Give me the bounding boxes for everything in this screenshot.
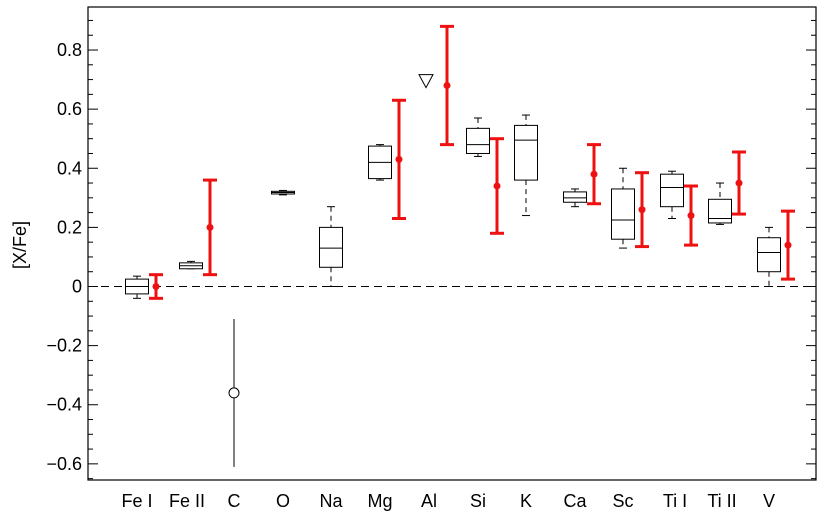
- y-tick-label: 0.4: [57, 158, 82, 178]
- errorbar-point: [784, 241, 792, 249]
- y-tick-label: −0.4: [46, 395, 82, 415]
- box-plots: [125, 114, 781, 299]
- x-tick-label-v: V: [763, 491, 775, 511]
- box-sc: [611, 167, 635, 249]
- box-body: [757, 237, 781, 273]
- x-tick-label-o: O: [276, 491, 290, 511]
- x-tick-label-ti-ii: Ti II: [707, 491, 736, 511]
- y-tick-label: −0.2: [46, 336, 82, 356]
- x-tick-label-ti-i: Ti I: [663, 491, 687, 511]
- errorbar-v: [781, 209, 795, 281]
- x-tick-label-al: Al: [421, 491, 437, 511]
- x-tick-label-sc: Sc: [612, 491, 633, 511]
- x-tick-label-k: K: [520, 491, 532, 511]
- box-k: [514, 114, 538, 217]
- errorbar-point: [687, 212, 695, 220]
- x-tick-label-fe-ii: Fe II: [169, 491, 205, 511]
- red-error-bars: [149, 24, 795, 300]
- al-upper-limit-triangle: [418, 74, 434, 89]
- errorbar-fe-i: [149, 273, 163, 300]
- y-tick-label: 0: [72, 277, 82, 297]
- errorbar-ti-i: [684, 184, 698, 247]
- box-ti-ii: [708, 182, 732, 225]
- errorbar-si: [490, 137, 504, 235]
- x-tick-label-si: Si: [470, 491, 486, 511]
- box-si: [466, 117, 490, 157]
- box-fe-ii: [179, 260, 203, 270]
- errorbar-point: [493, 182, 501, 190]
- errorbar-mg: [392, 98, 406, 221]
- box-ti-i: [660, 170, 684, 220]
- x-tick-labels: Fe I Fe II C O Na Mg Al Si K Ca Sc Ti I Ti II V: [121, 491, 775, 511]
- x-tick-label-fe-i: Fe I: [121, 491, 152, 511]
- box-body: [708, 198, 732, 224]
- box-o: [271, 189, 295, 196]
- errorbar-fe-ii: [203, 178, 217, 277]
- box-body: [319, 226, 343, 268]
- x-tick-label-na: Na: [319, 491, 343, 511]
- plot-frame: [87, 6, 817, 481]
- errorbar-point: [395, 155, 403, 163]
- x-tick-label-mg: Mg: [367, 491, 392, 511]
- y-tick-label: 0.2: [57, 217, 82, 237]
- box-mg: [368, 144, 392, 181]
- box-body: [466, 127, 490, 154]
- y-tick-label: 0.6: [57, 99, 82, 119]
- errorbar-point: [735, 179, 743, 187]
- x-tick-label-ca: Ca: [563, 491, 587, 511]
- errorbar-point: [638, 206, 646, 214]
- errorbar-point: [152, 283, 160, 290]
- axis-ticks: [88, 19, 816, 480]
- y-tick-label: 0.8: [57, 40, 82, 60]
- special-markers: [228, 74, 434, 467]
- box-body: [660, 173, 684, 208]
- errorbar-point: [590, 170, 598, 178]
- box-na: [319, 206, 343, 287]
- errorbar-sc: [635, 171, 649, 249]
- c-open-circle-marker: [228, 387, 240, 399]
- errorbar-ca: [587, 143, 601, 206]
- y-axis-title: [X/Fe]: [10, 221, 30, 269]
- box-ca: [563, 188, 587, 208]
- box-fe-i: [125, 275, 149, 299]
- y-tick-label: −0.6: [46, 454, 82, 474]
- box-body: [514, 124, 538, 181]
- errorbar-point: [206, 223, 214, 231]
- errorbar-al: [440, 24, 454, 147]
- y-tick-labels: 0.8 0.6 0.4 0.2 0 −0.2 −0.4 −0.6: [46, 40, 82, 474]
- box-body: [563, 191, 587, 203]
- box-body: [611, 188, 635, 240]
- errorbar-point: [443, 81, 451, 89]
- errorbar-ti-ii: [732, 150, 746, 216]
- box-v: [757, 226, 781, 287]
- x-tick-label-c: C: [228, 491, 241, 511]
